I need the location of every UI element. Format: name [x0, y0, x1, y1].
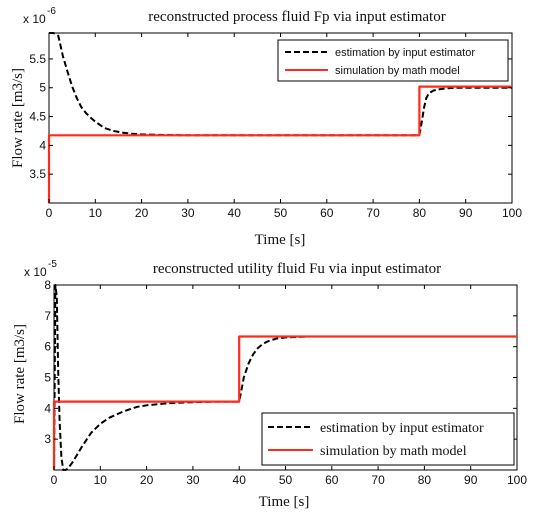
plot-lines	[52, 284, 517, 471]
x-tick-label: 30	[186, 473, 200, 487]
legend-label-simulation: simulation by math model	[335, 65, 460, 77]
axis-ticks: 0 10 20 30 40 50 60 70 80 90 100 3 4 5 6 7 8	[44, 278, 527, 487]
chart-utility-fluid: reconstructed utility fluid Fu via input…	[12, 259, 527, 510]
x-tick-label: 10	[94, 473, 108, 487]
axis-multiplier: x 10	[24, 265, 47, 279]
x-tick-label: 80	[413, 206, 427, 220]
plot-lines	[47, 32, 512, 203]
x-tick-label: 70	[371, 473, 385, 487]
x-tick-label: 10	[89, 206, 103, 220]
series-line-simulation	[47, 85, 512, 203]
x-tick-label: 30	[181, 206, 195, 220]
x-tick-label: 100	[502, 206, 522, 220]
x-tick-label: 70	[366, 206, 380, 220]
x-tick-label: 40	[233, 473, 247, 487]
x-tick-label: 0	[46, 206, 53, 220]
y-tick-label: 5.5	[29, 52, 46, 66]
axis-ticks: 0 10 20 30 40 50 60 70 80 90 100 3.5 4 4.5 5 5.5	[29, 33, 522, 220]
x-axis-label: Time [s]	[259, 494, 310, 510]
y-tick-label: 8	[44, 278, 51, 292]
x-tick-label: 100	[507, 473, 527, 487]
x-tick-label: 0	[51, 473, 58, 487]
y-tick-label: 6	[44, 340, 51, 354]
y-tick-label: 3.5	[29, 167, 46, 181]
y-tick-label: 7	[44, 309, 51, 323]
legend: estimation by input estimator simulation…	[277, 39, 509, 82]
x-tick-label: 90	[464, 473, 478, 487]
y-axis-label: Flow rate [m3/s]	[12, 324, 28, 424]
x-tick-label: 80	[418, 473, 432, 487]
x-tick-label: 60	[325, 473, 339, 487]
x-tick-label: 40	[228, 206, 242, 220]
legend-label-estimation: estimation by input estimator	[335, 47, 475, 59]
y-tick-label: 3	[44, 432, 51, 446]
x-tick-label: 90	[459, 206, 473, 220]
legend-label-simulation: simulation by math model	[320, 444, 467, 459]
y-tick-label: 4	[39, 138, 46, 152]
legend-label-estimation: estimation by input estimator	[320, 421, 484, 436]
x-tick-label: 20	[140, 473, 154, 487]
x-axis-label: Time [s]	[255, 232, 306, 248]
chart-process-fluid: reconstructed process fluid Fp via input…	[10, 6, 522, 248]
chart-title: reconstructed process fluid Fp via input…	[148, 9, 445, 25]
series-line-simulation	[52, 335, 517, 470]
y-tick-label: 5	[39, 81, 46, 95]
legend-box	[277, 39, 509, 82]
axis-exponent: -6	[47, 6, 56, 17]
axis-exponent: -5	[48, 259, 57, 270]
y-tick-label: 4.5	[29, 110, 46, 124]
y-tick-label: 4	[44, 401, 51, 415]
x-tick-label: 50	[274, 206, 288, 220]
legend-box	[261, 412, 515, 466]
legend: estimation by input estimator simulation…	[261, 412, 515, 466]
x-tick-label: 60	[320, 206, 334, 220]
x-tick-label: 20	[135, 206, 149, 220]
chart-title: reconstructed utility fluid Fu via input…	[153, 261, 441, 277]
y-axis-label: Flow rate [m3/s]	[10, 68, 26, 168]
x-tick-label: 50	[279, 473, 293, 487]
y-tick-label: 5	[44, 371, 51, 385]
axis-multiplier: x 10	[23, 12, 46, 26]
